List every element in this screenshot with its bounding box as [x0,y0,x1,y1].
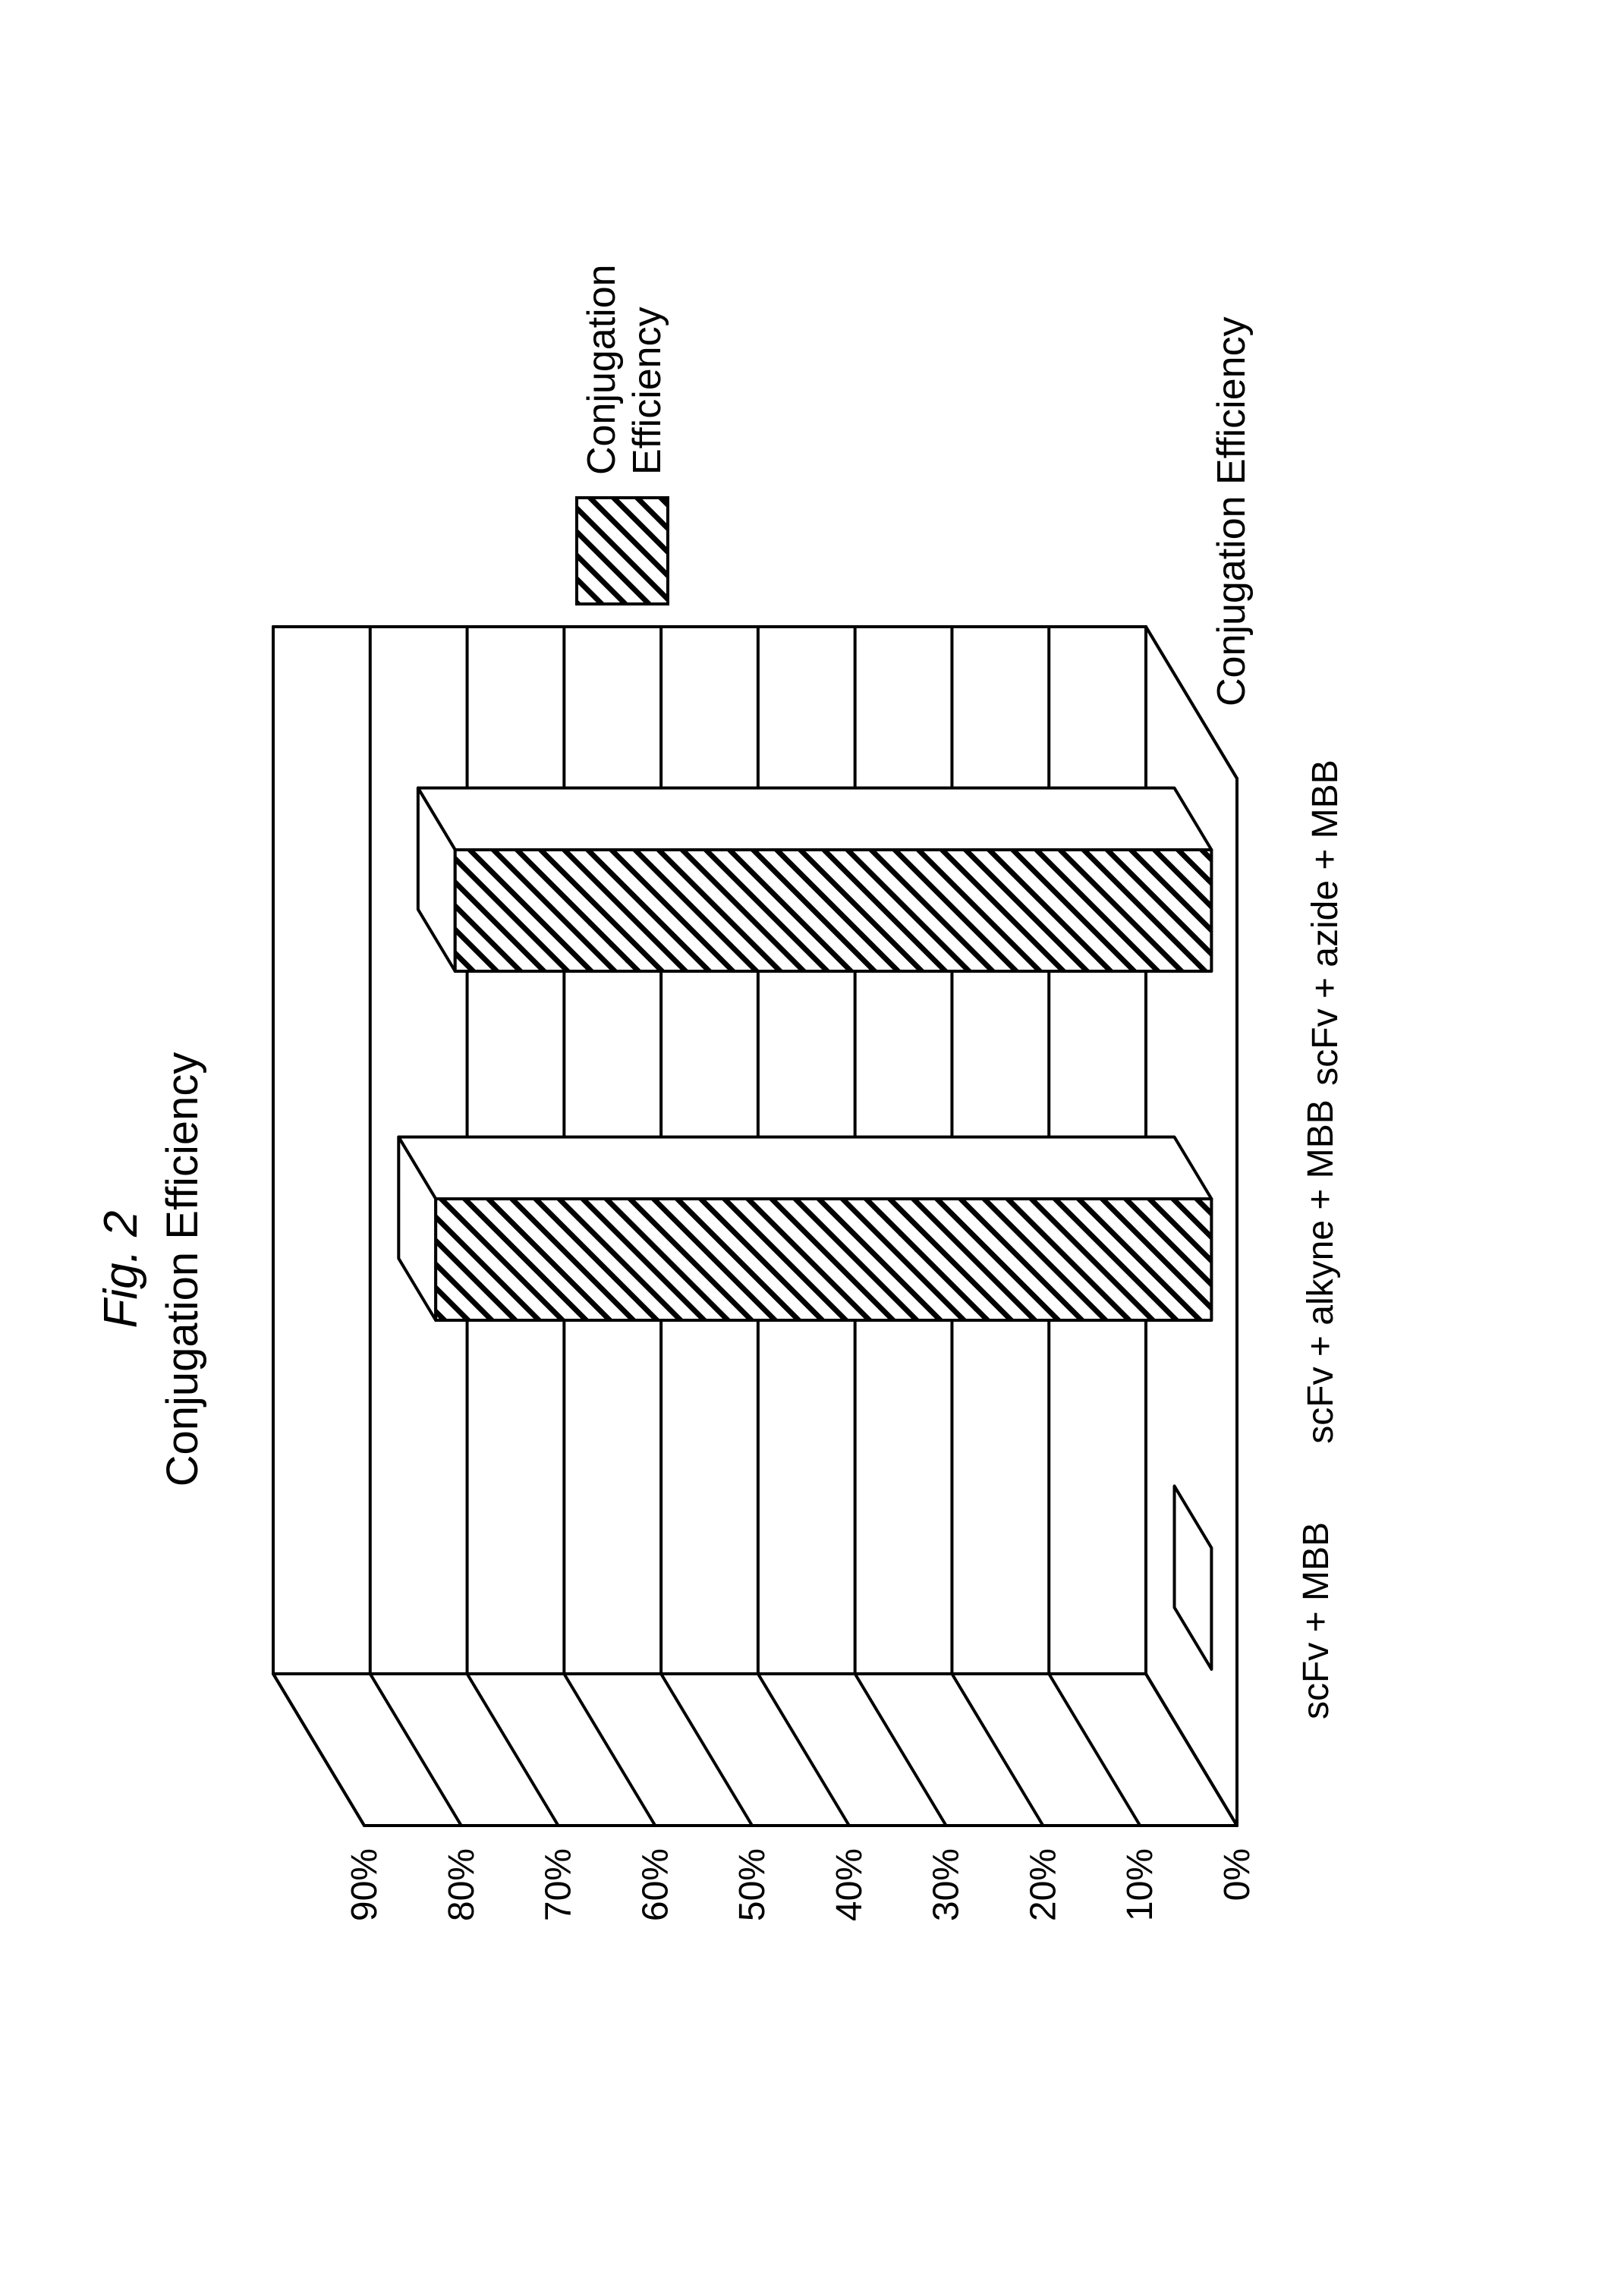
figure-label: Fig. 2 [95,1210,147,1328]
y-tick-label: 10% [1120,1848,1160,1921]
legend-label: Efficiency [625,307,669,475]
legend-label: Conjugation [580,264,624,475]
y-tick-label: 90% [345,1848,385,1921]
category-label: scFv + alkyne + MBB [1301,1099,1341,1444]
conjugation-efficiency-chart: Fig. 2Conjugation Efficiency0%10%20%30%4… [0,0,1624,2296]
y-tick-label: 50% [732,1848,773,1921]
bar-front [455,850,1212,971]
bar-side [418,788,1212,850]
y-tick-label: 20% [1023,1848,1063,1921]
bar-front [436,1199,1211,1320]
y-tick-label: 30% [927,1848,967,1921]
y-tick-label: 0% [1217,1848,1257,1901]
category-label: scFv + MBB [1296,1522,1336,1719]
legend-swatch [577,498,668,604]
y-tick-label: 80% [442,1848,482,1921]
y-tick-label: 60% [635,1848,675,1921]
category-label: scFv + azide + MBB [1305,760,1345,1086]
chart-title: Conjugation Efficiency [158,1052,207,1487]
depth-axis-label: Conjugation Efficiency [1210,316,1254,706]
bar-side [398,1137,1211,1199]
y-tick-label: 40% [829,1848,870,1921]
left-wall [273,1674,1237,1826]
y-tick-label: 70% [539,1848,579,1921]
